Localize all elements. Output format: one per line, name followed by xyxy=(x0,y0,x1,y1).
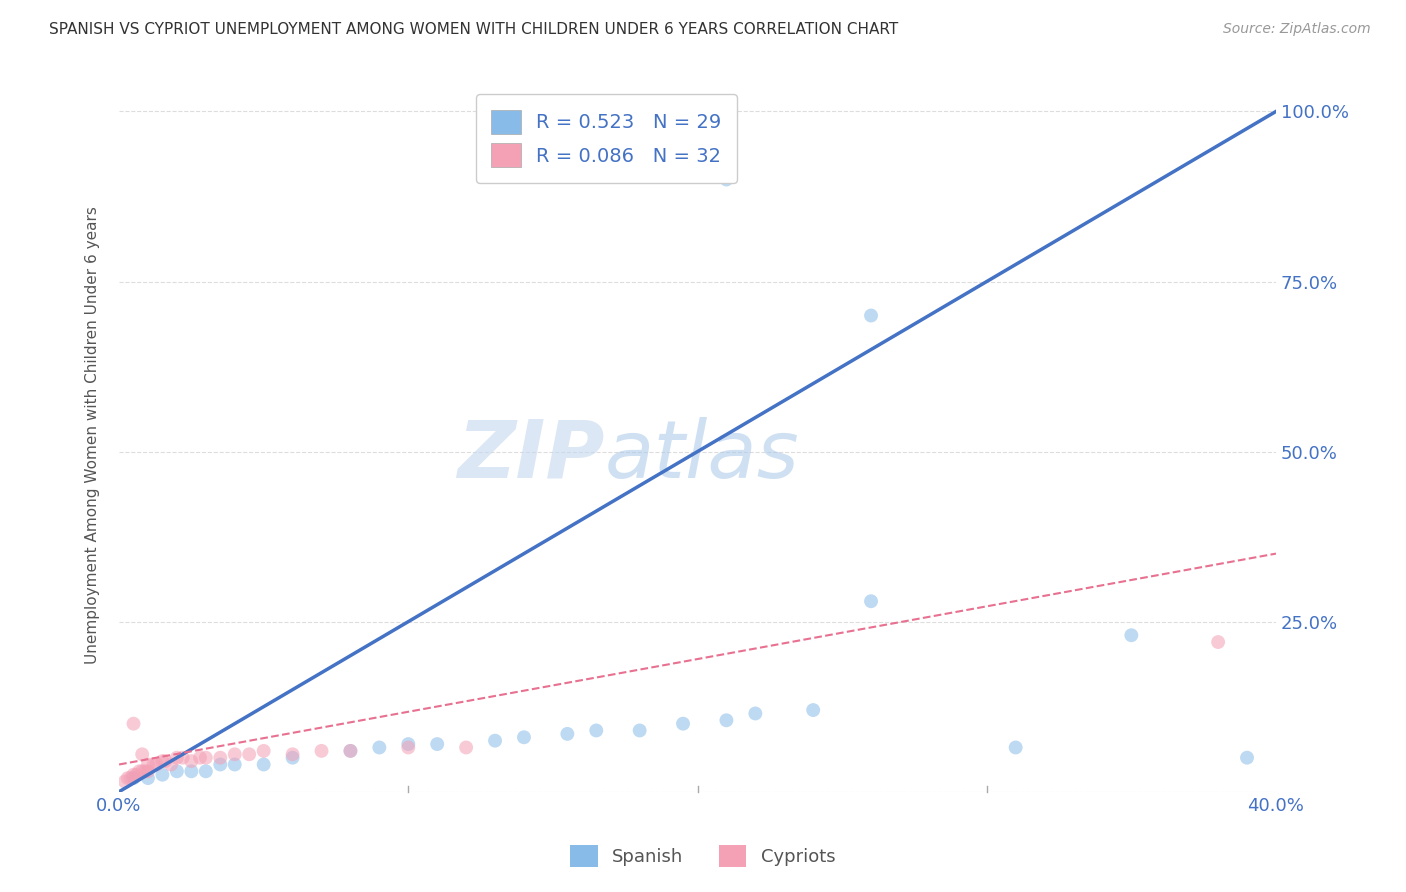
Point xyxy=(117,771,139,785)
Point xyxy=(396,737,419,751)
Point xyxy=(426,737,449,751)
Point xyxy=(860,594,883,608)
Point xyxy=(484,733,506,747)
Point xyxy=(125,767,148,781)
Point xyxy=(188,750,211,764)
Text: atlas: atlas xyxy=(605,417,800,495)
Point xyxy=(396,740,419,755)
Point xyxy=(311,744,333,758)
Point xyxy=(180,754,202,768)
Text: Source: ZipAtlas.com: Source: ZipAtlas.com xyxy=(1223,22,1371,37)
Point xyxy=(253,744,276,758)
Point xyxy=(136,764,159,779)
Point xyxy=(368,740,391,755)
Text: ZIP: ZIP xyxy=(457,417,605,495)
Point xyxy=(672,716,695,731)
Point xyxy=(114,774,136,789)
Point xyxy=(860,309,883,323)
Point xyxy=(131,764,153,779)
Point xyxy=(122,771,145,785)
Point xyxy=(253,757,276,772)
Point xyxy=(209,757,232,772)
Point xyxy=(145,757,167,772)
Point xyxy=(1206,635,1229,649)
Legend: R = 0.523   N = 29, R = 0.086   N = 32: R = 0.523 N = 29, R = 0.086 N = 32 xyxy=(475,95,737,183)
Point xyxy=(120,771,142,785)
Point xyxy=(209,750,232,764)
Point xyxy=(136,757,159,772)
Point xyxy=(281,750,304,764)
Point xyxy=(513,731,536,745)
Point xyxy=(281,747,304,762)
Point xyxy=(122,767,145,781)
Point xyxy=(155,754,177,768)
Point xyxy=(628,723,651,738)
Point xyxy=(128,764,150,779)
Legend: Spanish, Cypriots: Spanish, Cypriots xyxy=(564,838,842,874)
Point xyxy=(1236,750,1258,764)
Point xyxy=(224,747,246,762)
Point xyxy=(585,723,607,738)
Point xyxy=(339,744,361,758)
Point xyxy=(194,750,217,764)
Point xyxy=(172,750,194,764)
Point xyxy=(238,747,260,762)
Point xyxy=(166,750,188,764)
Point xyxy=(166,764,188,779)
Point xyxy=(122,716,145,731)
Point xyxy=(1121,628,1143,642)
Point xyxy=(152,754,174,768)
Point xyxy=(801,703,824,717)
Point xyxy=(716,172,738,186)
Point xyxy=(142,757,165,772)
Point xyxy=(1004,740,1026,755)
Point xyxy=(134,764,156,779)
Point xyxy=(557,727,579,741)
Point xyxy=(339,744,361,758)
Y-axis label: Unemployment Among Women with Children Under 6 years: Unemployment Among Women with Children U… xyxy=(86,206,100,664)
Point xyxy=(131,747,153,762)
Point xyxy=(456,740,478,755)
Point xyxy=(716,713,738,727)
Point xyxy=(224,757,246,772)
Point xyxy=(136,771,159,785)
Text: SPANISH VS CYPRIOT UNEMPLOYMENT AMONG WOMEN WITH CHILDREN UNDER 6 YEARS CORRELAT: SPANISH VS CYPRIOT UNEMPLOYMENT AMONG WO… xyxy=(49,22,898,37)
Point xyxy=(180,764,202,779)
Point xyxy=(744,706,766,721)
Point xyxy=(152,767,174,781)
Point xyxy=(194,764,217,779)
Point xyxy=(160,757,183,772)
